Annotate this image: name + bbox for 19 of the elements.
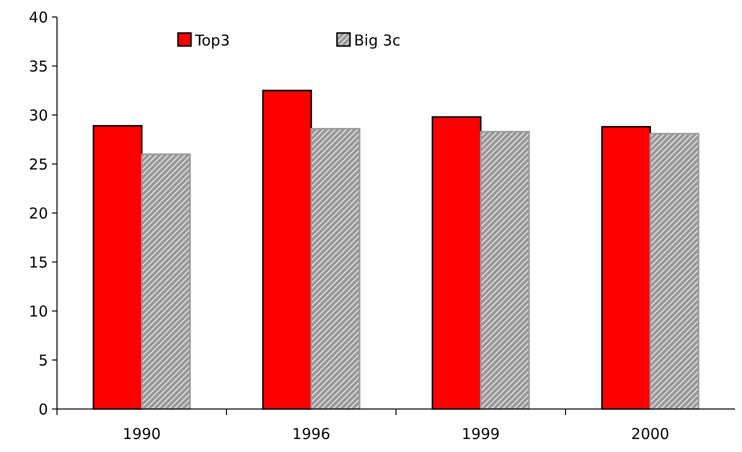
bar <box>141 153 191 410</box>
bar <box>480 130 530 410</box>
y-tick-label: 5 <box>38 351 48 370</box>
y-tick-label: 10 <box>28 302 48 320</box>
x-tick-label: 1999 <box>462 425 500 443</box>
x-tick-label: 1990 <box>122 425 161 443</box>
x-tick-label: 1996 <box>292 425 330 443</box>
bar <box>650 132 700 410</box>
legend-label: Big 3c <box>354 31 401 50</box>
y-tick-label: 20 <box>28 204 48 222</box>
y-tick-label: 35 <box>28 57 48 76</box>
y-tick-label: 0 <box>38 400 48 418</box>
y-tick-label: 30 <box>28 106 48 124</box>
legend-label: Top3 <box>194 31 230 50</box>
bar <box>310 128 360 410</box>
y-tick-label: 25 <box>28 155 48 174</box>
y-tick-label: 40 <box>28 8 48 26</box>
y-tick-label: 15 <box>28 253 48 272</box>
x-tick-label: 2000 <box>631 425 670 443</box>
